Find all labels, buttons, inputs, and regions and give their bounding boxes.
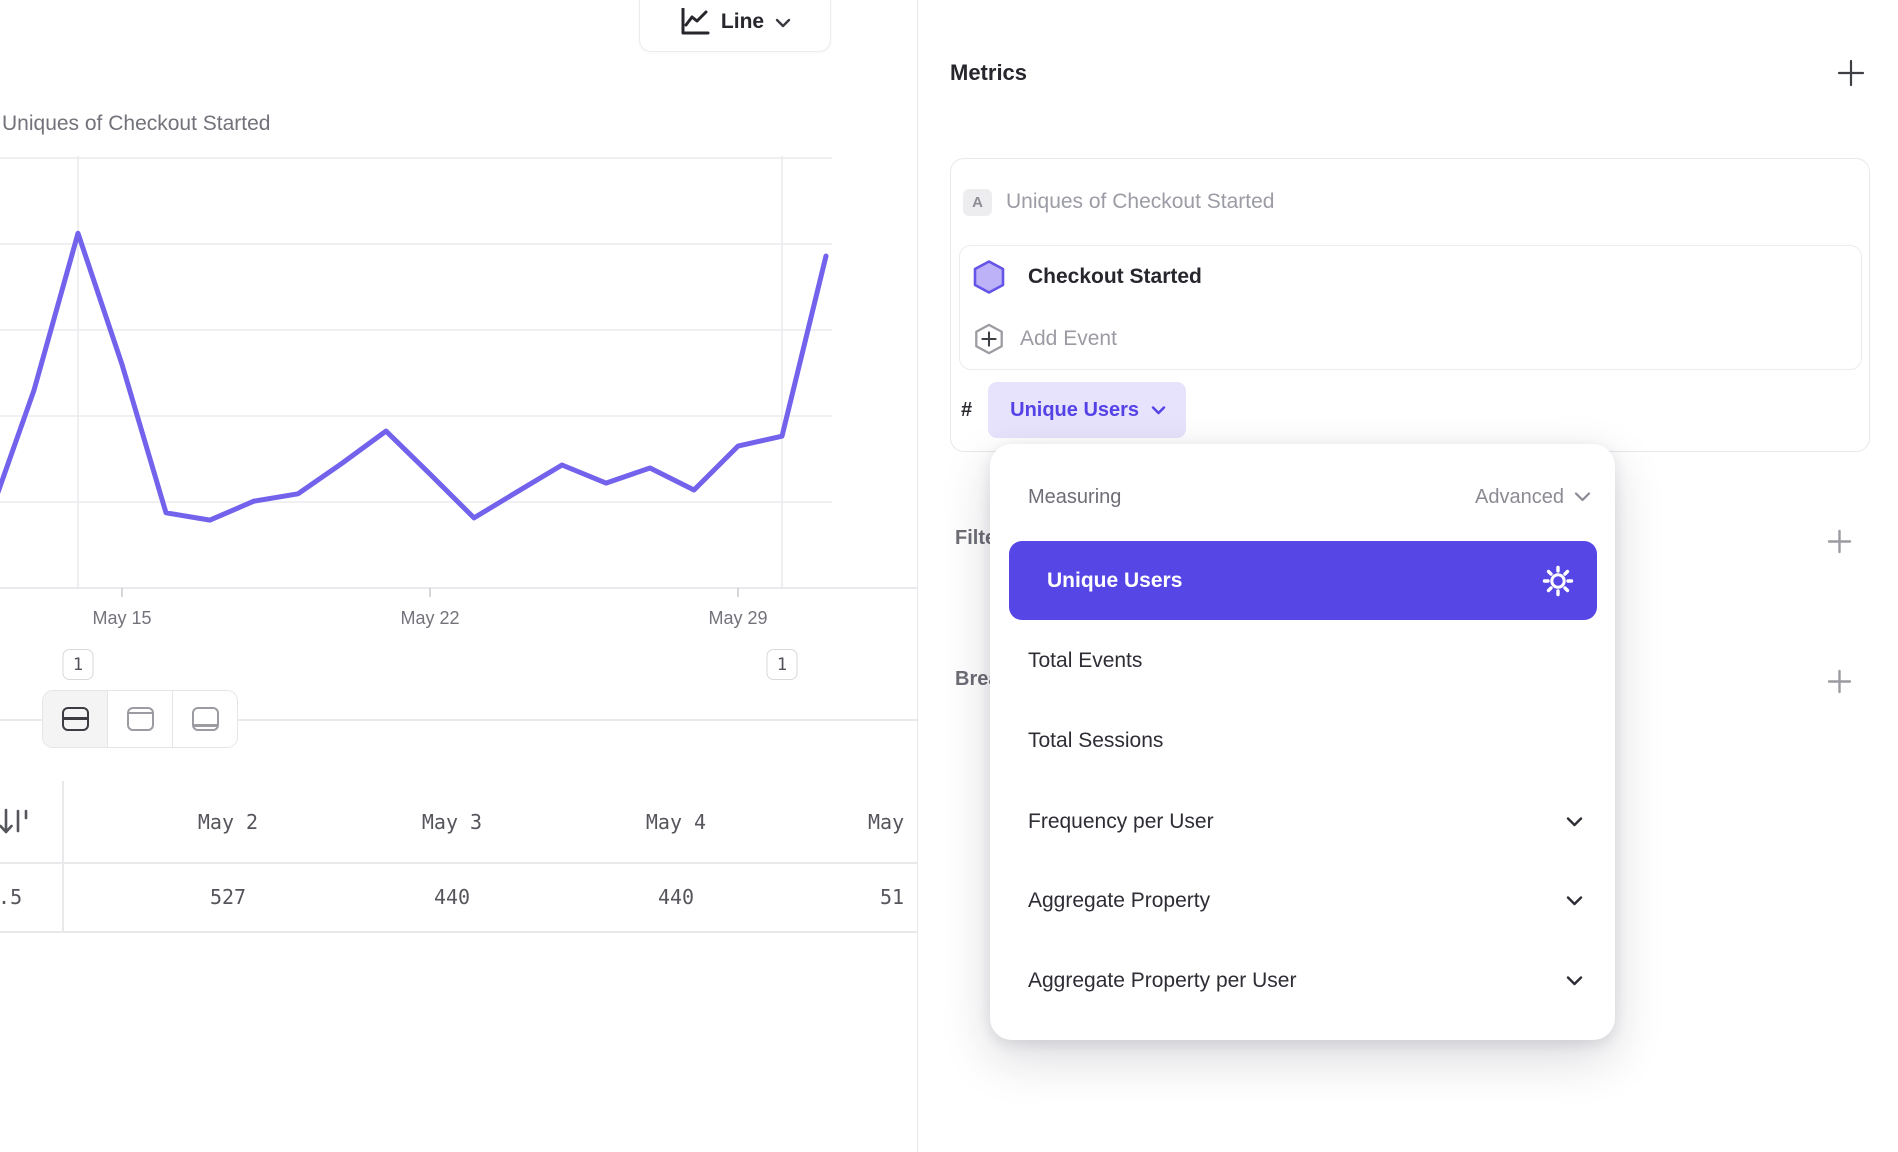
measurement-chip-label: Unique Users [1010, 398, 1140, 421]
measuring-option[interactable]: Aggregate Property [990, 879, 1615, 923]
measuring-option-label: Total Sessions [1028, 729, 1164, 752]
series-letter-badge: A [963, 189, 992, 216]
split-view-icon [61, 707, 89, 731]
chart-type-button[interactable]: Line [639, 0, 831, 52]
metric-card[interactable]: A Uniques of Checkout Started Checkout S… [950, 158, 1870, 452]
measuring-option-label: Unique Users [1047, 568, 1183, 592]
add-event-hexagon-icon [972, 322, 1006, 356]
advanced-mode-label: Advanced [1475, 485, 1564, 508]
sort-descending-icon[interactable] [0, 804, 30, 840]
layout-split-button[interactable] [43, 691, 107, 747]
plus-icon [1827, 669, 1852, 694]
line-chart-icon [681, 7, 710, 34]
measuring-option[interactable]: Total Events [990, 639, 1615, 683]
table-column-header: May 4 [645, 810, 707, 834]
event-name: Checkout Started [1028, 265, 1202, 288]
chevron-down-icon [775, 18, 791, 28]
table-header-border [0, 862, 917, 864]
measuring-dropdown: Measuring Advanced Unique Users Total Eve… [990, 444, 1615, 1040]
table-column-header: May [868, 810, 905, 834]
table-cell-value: 440 [657, 885, 695, 909]
measuring-option[interactable]: Total Sessions [990, 719, 1615, 763]
table-row-border [0, 931, 917, 933]
table-col-border [62, 781, 64, 932]
top-view-icon [126, 707, 154, 731]
measuring-option-selected[interactable]: Unique Users [1009, 541, 1597, 620]
measuring-option[interactable]: Aggregate Property per User [990, 959, 1615, 1003]
chevron-down-icon [1566, 896, 1583, 906]
measuring-dropdown-header: Measuring Advanced [990, 477, 1615, 517]
number-prefix: # [961, 398, 973, 421]
metric-card-title: Uniques of Checkout Started [1006, 190, 1275, 213]
measuring-option[interactable]: Frequency per User [990, 800, 1615, 844]
measuring-option-label: Aggregate Property per User [1028, 969, 1297, 992]
chevron-down-icon [1574, 492, 1591, 502]
table-row-label: 0.5 [0, 885, 23, 909]
add-filter-button[interactable] [1826, 528, 1853, 555]
table-column-header: May 3 [421, 810, 483, 834]
table-cell-value: 440 [433, 885, 471, 909]
metrics-title: Metrics [950, 60, 1028, 85]
add-breakdown-button[interactable] [1826, 668, 1853, 695]
add-event-label: Add Event [1020, 327, 1117, 350]
layout-top-button[interactable] [107, 691, 172, 747]
advanced-mode-button[interactable]: Advanced [1475, 486, 1591, 509]
line-chart[interactable] [0, 0, 917, 660]
chevron-down-icon [1566, 817, 1583, 827]
measuring-option-label: Frequency per User [1028, 810, 1214, 833]
add-metric-button[interactable] [1836, 58, 1866, 88]
layout-bottom-button[interactable] [172, 691, 237, 747]
chevron-down-icon [1566, 976, 1583, 986]
chevron-down-icon [1151, 405, 1166, 414]
measuring-option-label: Aggregate Property [1028, 889, 1211, 912]
table-panel-top-border [0, 719, 917, 721]
measuring-option-label: Total Events [1028, 649, 1143, 672]
measurement-chip[interactable]: Unique Users [988, 382, 1187, 438]
x-tick-label: May 29 [708, 608, 768, 628]
measure-row: # Unique Users [961, 382, 1187, 438]
annotation-badge[interactable]: 1 [62, 649, 94, 680]
add-event-row[interactable]: Add Event [960, 308, 1861, 370]
hexagon-icon [972, 259, 1006, 295]
data-line [0, 230, 829, 523]
gear-icon[interactable] [1541, 564, 1575, 598]
event-card: Checkout Started Add Event [959, 245, 1862, 370]
chart-panel: Line Uniques of Checkout Started May 15 M… [0, 0, 917, 1152]
metrics-header: Metrics [950, 58, 1866, 88]
x-tick-label: May 15 [92, 608, 152, 628]
plus-icon [1837, 59, 1865, 87]
chart-type-label: Line [720, 10, 765, 33]
measuring-label: Measuring [1028, 485, 1122, 508]
bottom-view-icon [191, 707, 219, 731]
table-column-header: May 2 [197, 810, 259, 834]
table-cell-value: 51 [880, 885, 905, 909]
chart-title: Uniques of Checkout Started [2, 112, 271, 135]
annotation-badge[interactable]: 1 [766, 649, 798, 680]
event-row[interactable]: Checkout Started [960, 246, 1861, 308]
table-cell-value: 527 [209, 885, 247, 909]
layout-toggle [42, 690, 238, 748]
plus-icon [1827, 529, 1852, 554]
panel-divider [917, 0, 919, 1152]
x-tick-label: May 22 [400, 608, 460, 628]
